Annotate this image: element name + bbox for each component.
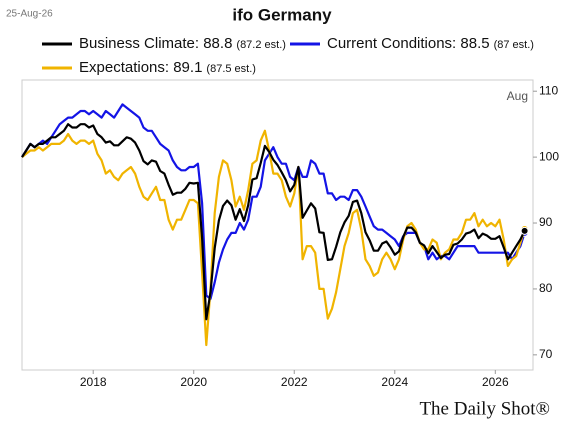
x-tick-label: 2018 — [80, 375, 107, 389]
legend-label: Expectations: 89.1 — [79, 59, 202, 76]
y-tick-label: 100 — [539, 149, 559, 163]
chart-title: ifo Germany — [232, 5, 332, 24]
date-label: 25-Aug-26 — [6, 9, 53, 20]
last-point — [520, 226, 529, 235]
legend-estimate: (87.2 est.) — [236, 39, 286, 51]
x-tick-label: 2026 — [482, 375, 509, 389]
y-tick-label: 90 — [539, 215, 553, 229]
legend-estimate: (87.5 est.) — [206, 63, 256, 75]
x-tick-label: 2020 — [180, 375, 207, 389]
plot-frame — [21, 79, 534, 371]
y-tick-label: 70 — [539, 347, 553, 361]
x-tick-label: 2024 — [381, 375, 408, 389]
legend-label: Current Conditions: 88.5 — [327, 35, 490, 52]
y-tick-label: 110 — [539, 83, 558, 97]
series-line — [21, 129, 526, 347]
footer: The Daily Shot® — [419, 398, 550, 419]
y-tick-label: 80 — [539, 281, 553, 295]
annotation: Aug — [507, 89, 528, 103]
series-line — [21, 123, 526, 321]
legend-estimate: (87 est.) — [494, 39, 534, 51]
legend-label: Business Climate: 88.8 — [79, 35, 232, 52]
x-tick-label: 2022 — [281, 375, 308, 389]
